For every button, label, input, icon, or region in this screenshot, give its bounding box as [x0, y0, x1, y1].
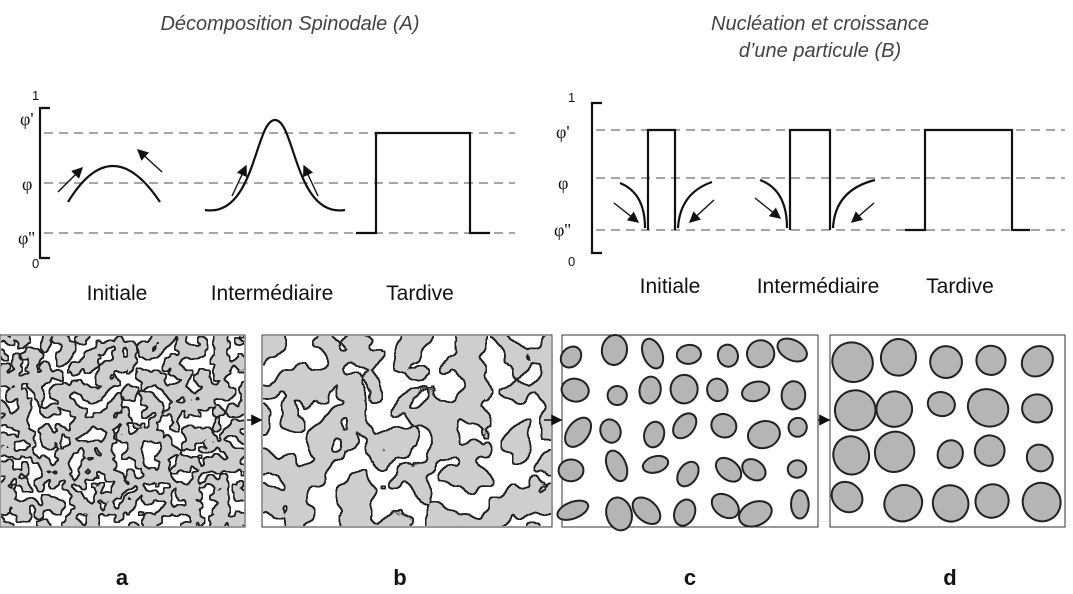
title: Nucléation et croissance: [711, 13, 929, 35]
arrow: [755, 198, 780, 218]
axis-label: 0: [568, 254, 575, 269]
particle: [1022, 394, 1052, 423]
arrow: [690, 200, 714, 222]
stage-label: Initiale: [640, 275, 701, 298]
axis-label: φ: [558, 173, 568, 193]
arrow: [614, 203, 638, 222]
axis-label: φ'': [18, 228, 35, 248]
axis-label: φ': [20, 109, 34, 129]
image-label: d: [943, 565, 956, 590]
particle: [670, 374, 698, 404]
axis-label: 1: [32, 88, 39, 103]
image-label: b: [393, 565, 406, 590]
stage-label: Intermédiaire: [211, 282, 334, 305]
profile: [760, 180, 787, 228]
axis-label: φ': [556, 122, 570, 142]
spinodal-pattern: [263, 336, 551, 526]
particle: [791, 490, 809, 518]
profile: [620, 183, 645, 228]
stage-label: Intermédiaire: [757, 275, 880, 298]
profile: [68, 166, 160, 202]
image-label: a: [116, 565, 129, 590]
spinodal-pattern: [1, 336, 244, 526]
axis-label: φ'': [554, 220, 571, 240]
profile: [678, 182, 712, 228]
title: d’une particule (B): [739, 40, 901, 62]
particle: [558, 459, 584, 482]
profile: [905, 130, 1030, 230]
image-label: c: [684, 565, 696, 590]
axis-label: φ: [22, 174, 32, 194]
micrographs: [0, 333, 1067, 533]
title: Décomposition Spinodale (A): [160, 13, 419, 35]
axis-label: 1: [568, 90, 575, 105]
stage-label: Tardive: [926, 275, 994, 298]
particle: [781, 381, 806, 410]
arrow: [852, 203, 874, 222]
arrow: [138, 150, 162, 172]
axis-label: 0: [32, 256, 39, 271]
figure: Décomposition Spinodale (A) 1 φ' φ φ'' 0…: [0, 0, 1073, 594]
profile: [648, 130, 675, 230]
stage-label: Tardive: [386, 282, 454, 305]
profile: [790, 130, 830, 230]
stage-label: Initiale: [87, 282, 148, 305]
